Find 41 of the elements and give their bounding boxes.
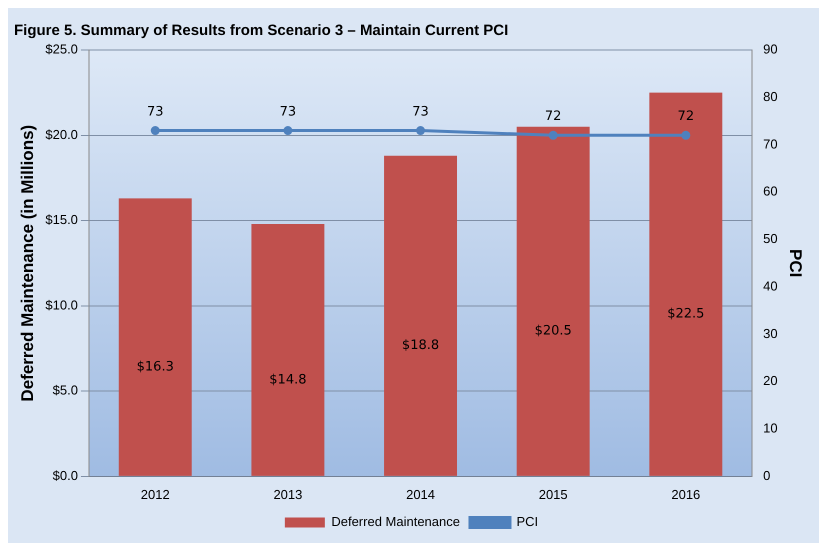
y-tick-label: $20.0 [45, 126, 78, 142]
data-label: 72 [678, 109, 694, 124]
legend-label: PCI [516, 514, 538, 530]
data-label: 73 [280, 104, 296, 120]
y2-tick-label: 10 [763, 420, 778, 436]
legend-label: Deferred Maintenance [331, 514, 460, 530]
y2-tick-label: 0 [763, 468, 770, 483]
x-tick-label: 2015 [538, 486, 568, 502]
y-tick-label: $15.0 [45, 212, 78, 228]
y2-tick-label: 90 [763, 42, 778, 57]
y2-tick-label: 30 [763, 326, 778, 341]
y2-axis-title: PCI [786, 249, 806, 278]
y-tick-label: $25.0 [45, 42, 78, 57]
y2-tick-label: 50 [763, 231, 778, 246]
y2-tick-label: 60 [763, 184, 778, 199]
y-tick-label: $5.0 [52, 382, 78, 398]
data-label: $22.5 [667, 306, 704, 322]
y2-tick-label: 70 [763, 136, 778, 152]
bar [649, 92, 722, 476]
data-label: 72 [544, 109, 562, 124]
x-tick-label: 2016 [671, 486, 700, 502]
x-tick-label: 2013 [273, 486, 302, 502]
bar [516, 126, 590, 476]
chart-title: Figure 5. Summary of Results from Scenario 3 – Maintain Current PCI [14, 22, 508, 40]
y2-tick-label: 40 [763, 278, 778, 294]
data-label: $16.3 [136, 360, 174, 375]
data-label: $18.8 [402, 338, 440, 354]
data-label: 73 [412, 104, 429, 120]
x-tick-label: 2012 [140, 486, 170, 502]
y-tick-label: $0.0 [52, 468, 78, 483]
y-tick-label: $10.0 [45, 297, 78, 312]
data-label: 73 [146, 104, 164, 120]
bar [384, 156, 458, 476]
data-label: $14.8 [269, 372, 307, 388]
y2-tick-label: 20 [763, 373, 778, 388]
bar [118, 198, 192, 476]
data-label: $20.5 [534, 324, 572, 339]
y-axis-title: Deferred Maintenance (in Millions) [18, 124, 37, 402]
y2-tick-label: 80 [763, 88, 778, 104]
bar [251, 224, 324, 476]
x-tick-label: 2014 [406, 486, 435, 502]
